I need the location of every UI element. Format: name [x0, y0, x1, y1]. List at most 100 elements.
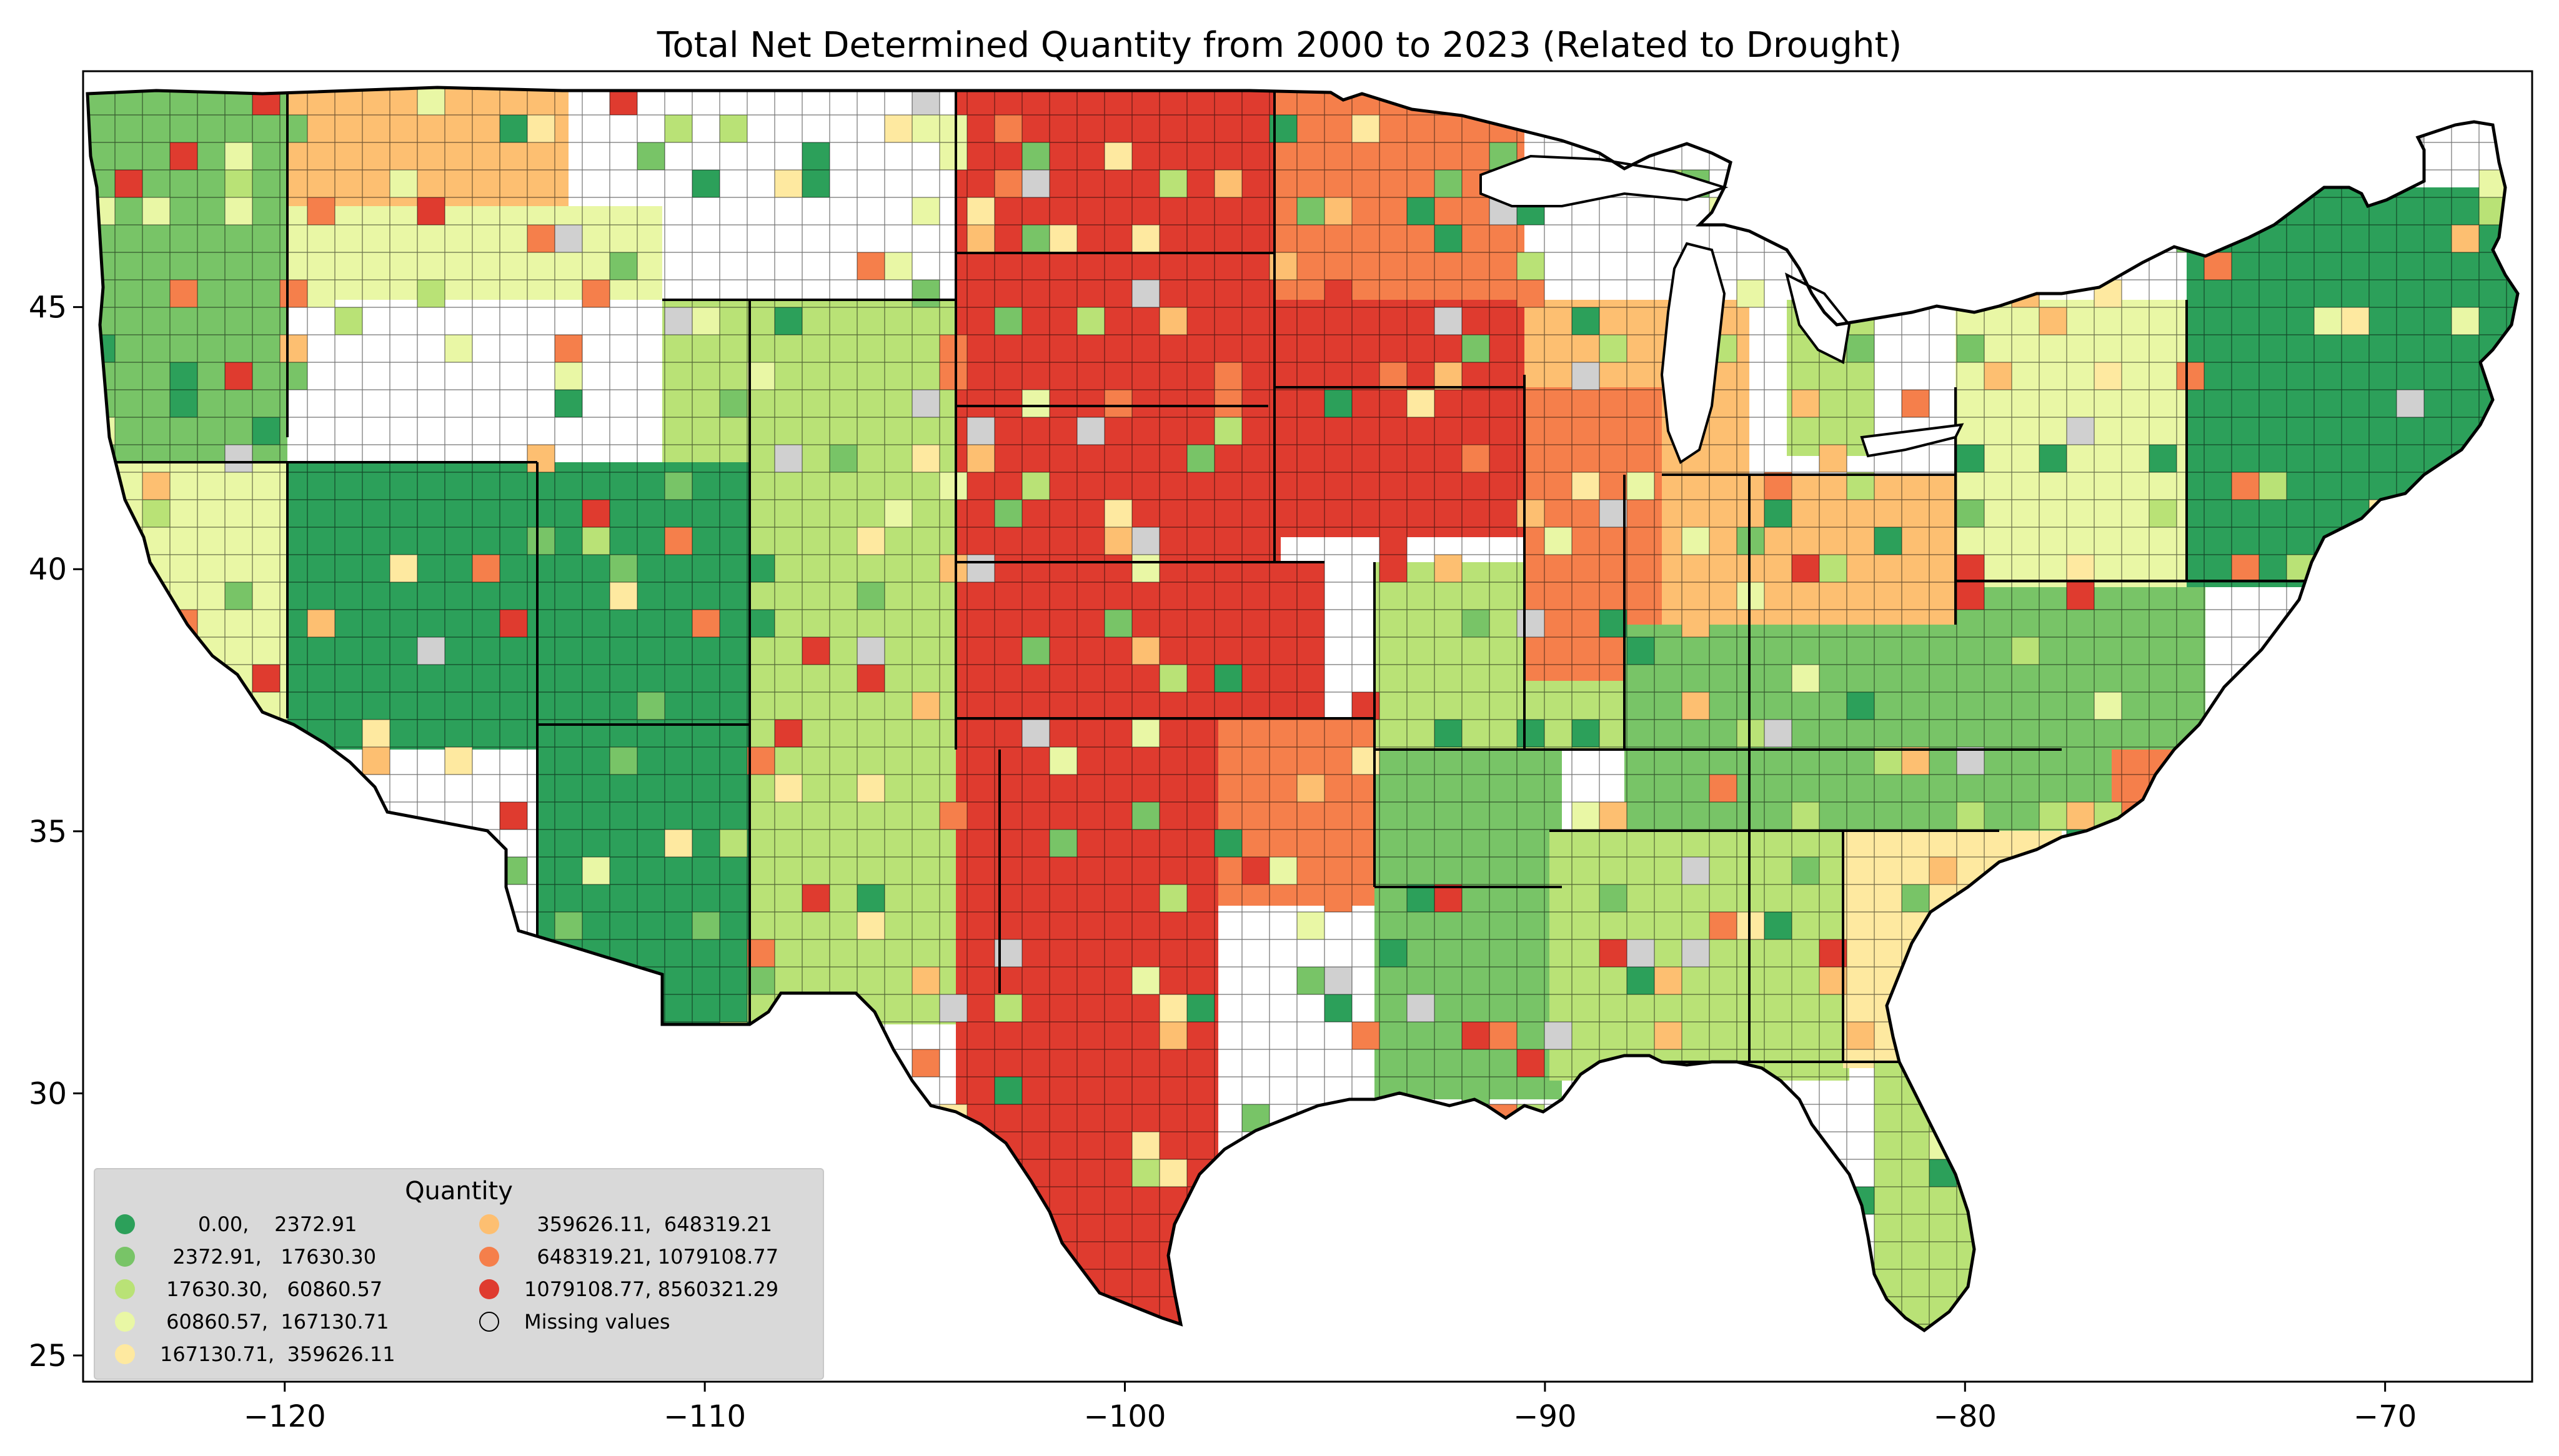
county-cell	[1599, 939, 1627, 967]
county-cell	[995, 115, 1022, 142]
county-cell	[1379, 527, 1407, 555]
county-cell	[1572, 307, 1599, 335]
county-cell	[1792, 555, 1819, 582]
county-cell	[1022, 142, 1050, 170]
county-cell-missing	[1599, 500, 1627, 527]
county-cell	[2452, 307, 2479, 335]
county-cell	[225, 170, 252, 197]
county-cell	[1847, 692, 1874, 720]
county-cell	[1352, 1022, 1379, 1049]
county-cell	[1847, 335, 1874, 362]
county-cell	[940, 472, 967, 500]
county-cell	[1819, 445, 1847, 472]
legend-swatch	[479, 1279, 499, 1299]
county-cell	[1627, 637, 1654, 665]
county-cell	[912, 692, 940, 720]
county-cell	[2232, 390, 2259, 417]
county-cell	[775, 170, 802, 197]
county-cell	[637, 142, 665, 170]
county-cell	[912, 280, 940, 307]
county-cell	[665, 830, 692, 857]
county-cell	[830, 445, 857, 472]
county-cell	[802, 142, 830, 170]
county-cell	[1132, 555, 1160, 582]
legend-item: 60860.57, 167130.71	[115, 1305, 389, 1338]
county-cell	[225, 142, 252, 170]
county-cell	[720, 115, 747, 142]
county-cell	[500, 115, 527, 142]
legend-item: 359626.11, 648319.21	[479, 1208, 772, 1241]
county-cell	[500, 610, 527, 637]
county-cell	[1022, 197, 1050, 225]
county-cell	[1242, 857, 1270, 884]
legend: Quantity 0.00, 2372.91 2372.91, 17630.30…	[94, 1168, 824, 1380]
county-cell	[1627, 472, 1654, 500]
map-title: Total Net Determined Quantity from 2000 …	[657, 25, 1902, 66]
county-cell	[1627, 967, 1654, 994]
county-cell	[665, 472, 692, 500]
county-cell	[995, 1077, 1022, 1104]
county-cell	[142, 197, 170, 225]
county-cell	[2259, 472, 2287, 500]
county-cell	[115, 170, 142, 197]
county-cell	[1297, 967, 1324, 994]
county-cell	[747, 967, 775, 994]
county-cell	[582, 610, 610, 637]
county-cell	[857, 252, 885, 280]
county-cell	[1050, 225, 1077, 252]
county-cell	[1847, 472, 1874, 500]
county-cell	[857, 582, 885, 610]
county-cell	[1902, 884, 1929, 912]
county-cell	[2149, 445, 2177, 472]
county-cell	[527, 527, 555, 555]
county-cell	[555, 390, 582, 417]
county-cell-missing	[2067, 417, 2094, 445]
county-cell	[1324, 390, 1352, 417]
county-cell	[2452, 225, 2479, 252]
county-cell	[1599, 802, 1627, 830]
county-cell	[1572, 720, 1599, 747]
county-cell	[1160, 170, 1187, 197]
county-cell	[995, 170, 1022, 197]
county-cell	[1215, 390, 1242, 417]
county-cell	[2067, 582, 2094, 610]
region-fill	[1624, 625, 1999, 831]
county-cell	[1517, 280, 1544, 307]
county-cell	[1957, 802, 1984, 830]
county-cell	[885, 252, 912, 280]
legend-item: 17630.30, 60860.57	[115, 1273, 382, 1305]
county-cell	[775, 775, 802, 802]
county-cell	[1517, 252, 1544, 280]
county-cell	[307, 280, 335, 307]
county-cell-missing	[1627, 939, 1654, 967]
county-cell	[2232, 555, 2259, 582]
county-cell-missing	[1132, 527, 1160, 555]
y-axis: 25 30 35 40 45	[29, 290, 83, 1374]
county-cell-missing	[940, 994, 967, 1022]
county-cell	[692, 170, 720, 197]
county-cell	[1022, 390, 1050, 417]
x-tick-label: −80	[1934, 1399, 1997, 1434]
county-cell	[1544, 527, 1572, 555]
county-cell	[1517, 720, 1544, 747]
county-cell	[1160, 1022, 1187, 1049]
lake-erie	[1860, 423, 1964, 458]
x-tick-label: −120	[244, 1399, 326, 1434]
county-cell	[1434, 225, 1462, 252]
county-cell	[1324, 994, 1352, 1022]
county-cell	[582, 527, 610, 555]
county-cell	[610, 747, 637, 775]
county-cell	[1654, 967, 1682, 994]
legend-item: 167130.71, 359626.11	[115, 1338, 395, 1370]
county-cell	[2039, 307, 2067, 335]
legend-label: 648319.21, 1079108.77	[524, 1245, 779, 1269]
county-cell	[1599, 610, 1627, 637]
county-cell	[1764, 472, 1792, 500]
county-cell	[500, 802, 527, 830]
county-cell-missing	[555, 225, 582, 252]
county-cell	[1737, 280, 1764, 307]
county-cell	[2039, 445, 2067, 472]
county-cell	[637, 692, 665, 720]
county-cell	[472, 555, 500, 582]
